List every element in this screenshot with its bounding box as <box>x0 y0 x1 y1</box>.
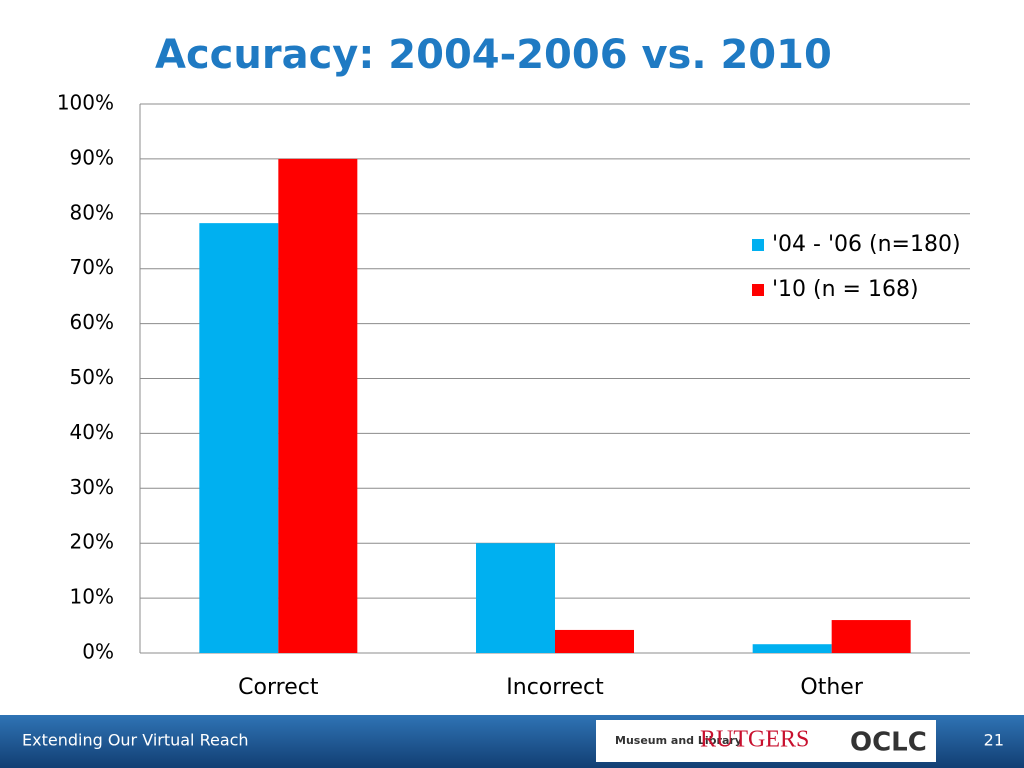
y-tick-label: 30% <box>70 475 114 499</box>
x-tick-label: Correct <box>238 675 319 700</box>
logo-oclc: OCLC <box>850 728 927 758</box>
y-tick-label: 70% <box>70 255 114 279</box>
bar <box>476 543 555 653</box>
y-tick-label: 10% <box>70 585 114 609</box>
y-tick-label: 0% <box>82 640 114 664</box>
y-tick-label: 90% <box>70 145 114 169</box>
logo-panel <box>596 720 936 762</box>
bar <box>278 158 358 653</box>
bar <box>752 644 832 653</box>
legend-swatch <box>752 239 764 251</box>
chart: 0% 10% 20% 30% 40% 50% 60% 70% 80% 90% 100% Correct… <box>57 91 970 700</box>
y-tick-label: 60% <box>70 310 114 334</box>
y-tick-label: 20% <box>70 530 114 554</box>
y-tick-label: 100% <box>57 91 114 115</box>
page-number: 21 <box>984 731 1004 750</box>
y-tick-label: 40% <box>70 420 114 444</box>
y-tick-label: 50% <box>70 365 114 389</box>
logo-rutgers: RUTGERS <box>700 727 809 753</box>
x-tick-label: Other <box>800 675 863 700</box>
legend-label: '04 - '06 (n=180) <box>772 232 961 257</box>
bar <box>555 629 634 653</box>
bar <box>831 620 911 653</box>
legend-label: '10 (n = 168) <box>772 277 919 302</box>
bar <box>199 223 279 653</box>
x-tick-label: Incorrect <box>506 675 604 700</box>
footer-text: Extending Our Virtual Reach <box>22 731 249 750</box>
legend-swatch <box>752 284 764 296</box>
chart-title: Accuracy: 2004-2006 vs. 2010 <box>155 32 832 78</box>
y-tick-label: 80% <box>70 200 114 224</box>
logo-imls: Museum and Library <box>615 734 742 747</box>
